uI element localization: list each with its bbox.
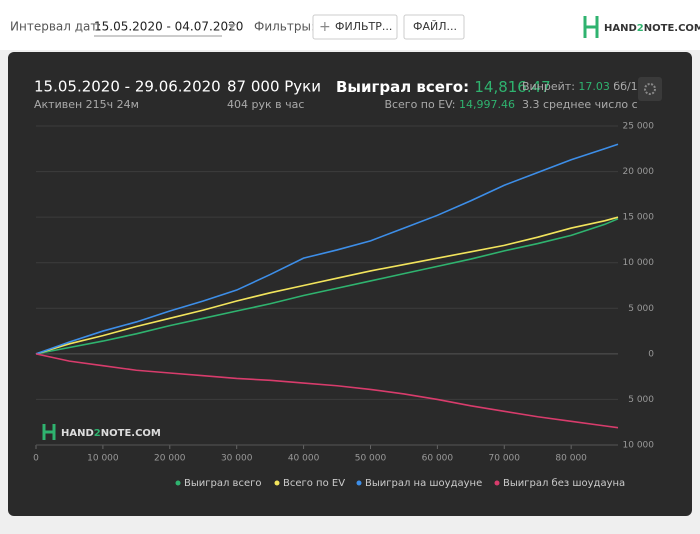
winrate-unit: бб/1 bbox=[613, 80, 637, 93]
ev-value: 14,997.46 bbox=[459, 98, 515, 111]
filter-button-text: ФИЛЬТР... bbox=[335, 20, 392, 33]
legend-label: Выиграл всего bbox=[184, 478, 261, 489]
legend-marker bbox=[274, 480, 280, 486]
logo-a: HAND bbox=[604, 23, 637, 34]
series-line bbox=[35, 143, 619, 355]
panel bbox=[8, 52, 692, 516]
winrate: Винрейт: 17.03 бб/1 bbox=[522, 80, 638, 93]
x-tick-label: 50 000 bbox=[355, 454, 387, 464]
series-line bbox=[35, 353, 619, 429]
active: Активен 215ч 24м bbox=[34, 98, 139, 111]
legend-marker bbox=[175, 480, 181, 486]
y-tick-label: 25 000 bbox=[623, 122, 655, 132]
legend-marker bbox=[494, 480, 500, 486]
watermark: HAND2NOTE.COM bbox=[61, 428, 161, 439]
ev-label: Всего по EV: bbox=[384, 98, 455, 111]
logo-icon bbox=[583, 16, 599, 38]
won-value: 14,816.47 bbox=[474, 78, 550, 96]
x-tick-label: 80 000 bbox=[555, 454, 587, 464]
y-tick-label: 5 000 bbox=[628, 304, 654, 314]
logo: HAND2NOTE.COM bbox=[604, 23, 700, 34]
legend-label: Выиграл без шоудауна bbox=[503, 478, 625, 489]
period: 15.05.2020 - 29.06.2020 bbox=[34, 78, 221, 96]
x-tick-label: 40 000 bbox=[288, 454, 320, 464]
y-tick-label: 10 000 bbox=[623, 441, 655, 451]
ev: Всего по EV: 14,997.46 bbox=[384, 98, 515, 111]
winrate-label: Винрейт: bbox=[522, 80, 575, 93]
avg: 3.3 среднее число с bbox=[522, 98, 638, 111]
y-tick-label: 15 000 bbox=[623, 213, 655, 223]
plus: + bbox=[319, 19, 331, 35]
plot: 10 000 5 000 0 5 000 10 000 15 000 20 000 25 00… bbox=[33, 122, 654, 490]
filters-label: Фильтры: bbox=[254, 20, 315, 34]
hands-per-hour: 404 рук в час bbox=[227, 98, 304, 111]
legend-label: Выиграл на шоудауне bbox=[365, 478, 482, 489]
watermark-icon bbox=[42, 424, 56, 440]
won: Выиграл всего: 14,816.47 bbox=[336, 78, 551, 96]
winrate-value: 17.03 bbox=[578, 80, 610, 93]
legend-marker bbox=[356, 480, 362, 486]
x-tick-label: 20 000 bbox=[154, 454, 186, 464]
y-tick-label: 5 000 bbox=[628, 395, 654, 405]
y-tick-label: 20 000 bbox=[623, 167, 655, 177]
x-tick-label: 10 000 bbox=[87, 454, 119, 464]
watermark-c: NOTE.COM bbox=[101, 428, 161, 439]
logo-c: NOTE.COM bbox=[644, 23, 700, 34]
x-tick-label: 60 000 bbox=[422, 454, 454, 464]
gear-icon bbox=[644, 83, 656, 95]
hands: 87 000 Руки bbox=[227, 78, 321, 96]
y-tick-label: 10 000 bbox=[623, 258, 655, 268]
x-tick-label: 70 000 bbox=[489, 454, 521, 464]
dropdown-arrow[interactable] bbox=[228, 24, 236, 29]
date-label: Интервал дат: bbox=[10, 20, 101, 34]
file-button[interactable] bbox=[403, 14, 465, 40]
x-tick-label: 0 bbox=[33, 454, 39, 464]
watermark-b: 2 bbox=[94, 428, 101, 439]
x-tick-label: 30 000 bbox=[221, 454, 253, 464]
file-button-text: ФАЙЛ... bbox=[413, 20, 457, 33]
filter-button[interactable] bbox=[312, 14, 398, 40]
series-line bbox=[35, 216, 619, 355]
watermark-a: HAND bbox=[61, 428, 94, 439]
date-range[interactable]: 15.05.2020 - 04.07.2020 bbox=[94, 20, 243, 34]
clip: Винрейт: 17.03 бб/1 3.3 среднее число с bbox=[522, 80, 638, 111]
y-tick-label: 0 bbox=[648, 349, 654, 359]
won-label: Выиграл всего: bbox=[336, 78, 469, 96]
logo-b: 2 bbox=[637, 23, 644, 34]
series-line bbox=[35, 218, 619, 355]
legend-label: Всего по EV bbox=[283, 478, 345, 489]
settings-button[interactable] bbox=[638, 77, 662, 101]
